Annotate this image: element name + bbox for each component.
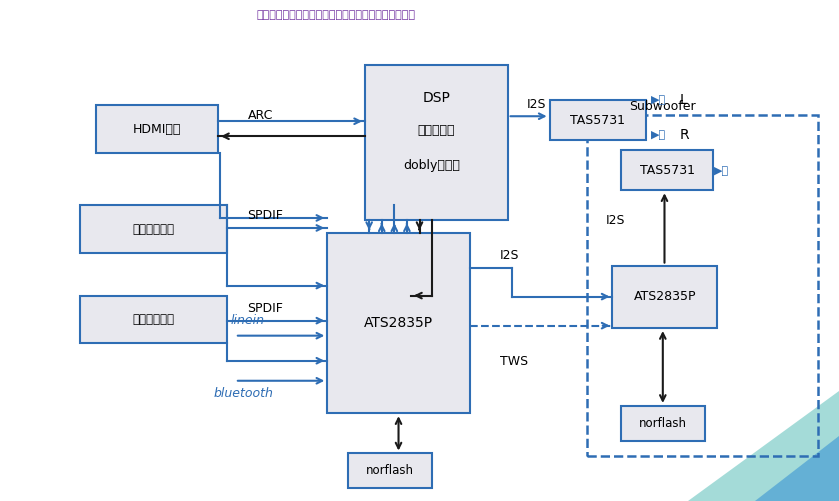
Text: 大联大友尚集团推出基于炬芯科技产品的蓝牙音箱方案: 大联大友尚集团推出基于炬芯科技产品的蓝牙音箱方案 bbox=[256, 10, 415, 20]
Bar bbox=[80, 205, 227, 253]
Text: I2S: I2S bbox=[527, 98, 546, 111]
Text: dobly解码等: dobly解码等 bbox=[404, 159, 461, 172]
Text: HDMI芯片: HDMI芯片 bbox=[133, 123, 181, 135]
Bar bbox=[327, 233, 470, 413]
Polygon shape bbox=[688, 391, 839, 501]
Text: ▶⧉: ▶⧉ bbox=[651, 130, 666, 140]
Text: ▶⧉: ▶⧉ bbox=[714, 166, 729, 176]
Bar bbox=[365, 65, 508, 220]
Text: norflash: norflash bbox=[638, 417, 687, 430]
Text: TAS5731: TAS5731 bbox=[571, 114, 625, 127]
Text: Subwoofer: Subwoofer bbox=[629, 100, 696, 113]
Text: L: L bbox=[680, 93, 687, 107]
Text: SPDIF: SPDIF bbox=[248, 209, 284, 222]
Text: I2S: I2S bbox=[606, 214, 625, 227]
Text: DSP: DSP bbox=[422, 91, 451, 105]
Text: bluetooth: bluetooth bbox=[214, 387, 274, 400]
Text: I2S: I2S bbox=[500, 249, 519, 262]
Bar bbox=[550, 100, 646, 140]
Text: TWS: TWS bbox=[500, 355, 529, 368]
Text: SPDIF: SPDIF bbox=[248, 302, 284, 315]
Text: 音效处理、: 音效处理、 bbox=[418, 124, 455, 137]
Bar bbox=[348, 453, 432, 488]
Text: ARC: ARC bbox=[248, 109, 273, 122]
Text: 电平转换芯片: 电平转换芯片 bbox=[132, 223, 175, 235]
Polygon shape bbox=[755, 436, 839, 501]
Bar bbox=[612, 266, 717, 328]
Text: R: R bbox=[680, 128, 689, 142]
Bar bbox=[621, 406, 705, 441]
Text: TAS5731: TAS5731 bbox=[639, 164, 695, 177]
Text: norflash: norflash bbox=[366, 464, 414, 477]
Bar bbox=[621, 150, 713, 190]
Text: ATS2835P: ATS2835P bbox=[364, 316, 433, 330]
Text: 光电转换芯片: 光电转换芯片 bbox=[132, 313, 175, 326]
Bar bbox=[80, 296, 227, 343]
Text: ▶⧉: ▶⧉ bbox=[651, 95, 666, 105]
Bar bbox=[587, 115, 818, 456]
Text: linein: linein bbox=[231, 314, 265, 327]
Text: ATS2835P: ATS2835P bbox=[633, 291, 696, 303]
Bar bbox=[96, 105, 218, 153]
